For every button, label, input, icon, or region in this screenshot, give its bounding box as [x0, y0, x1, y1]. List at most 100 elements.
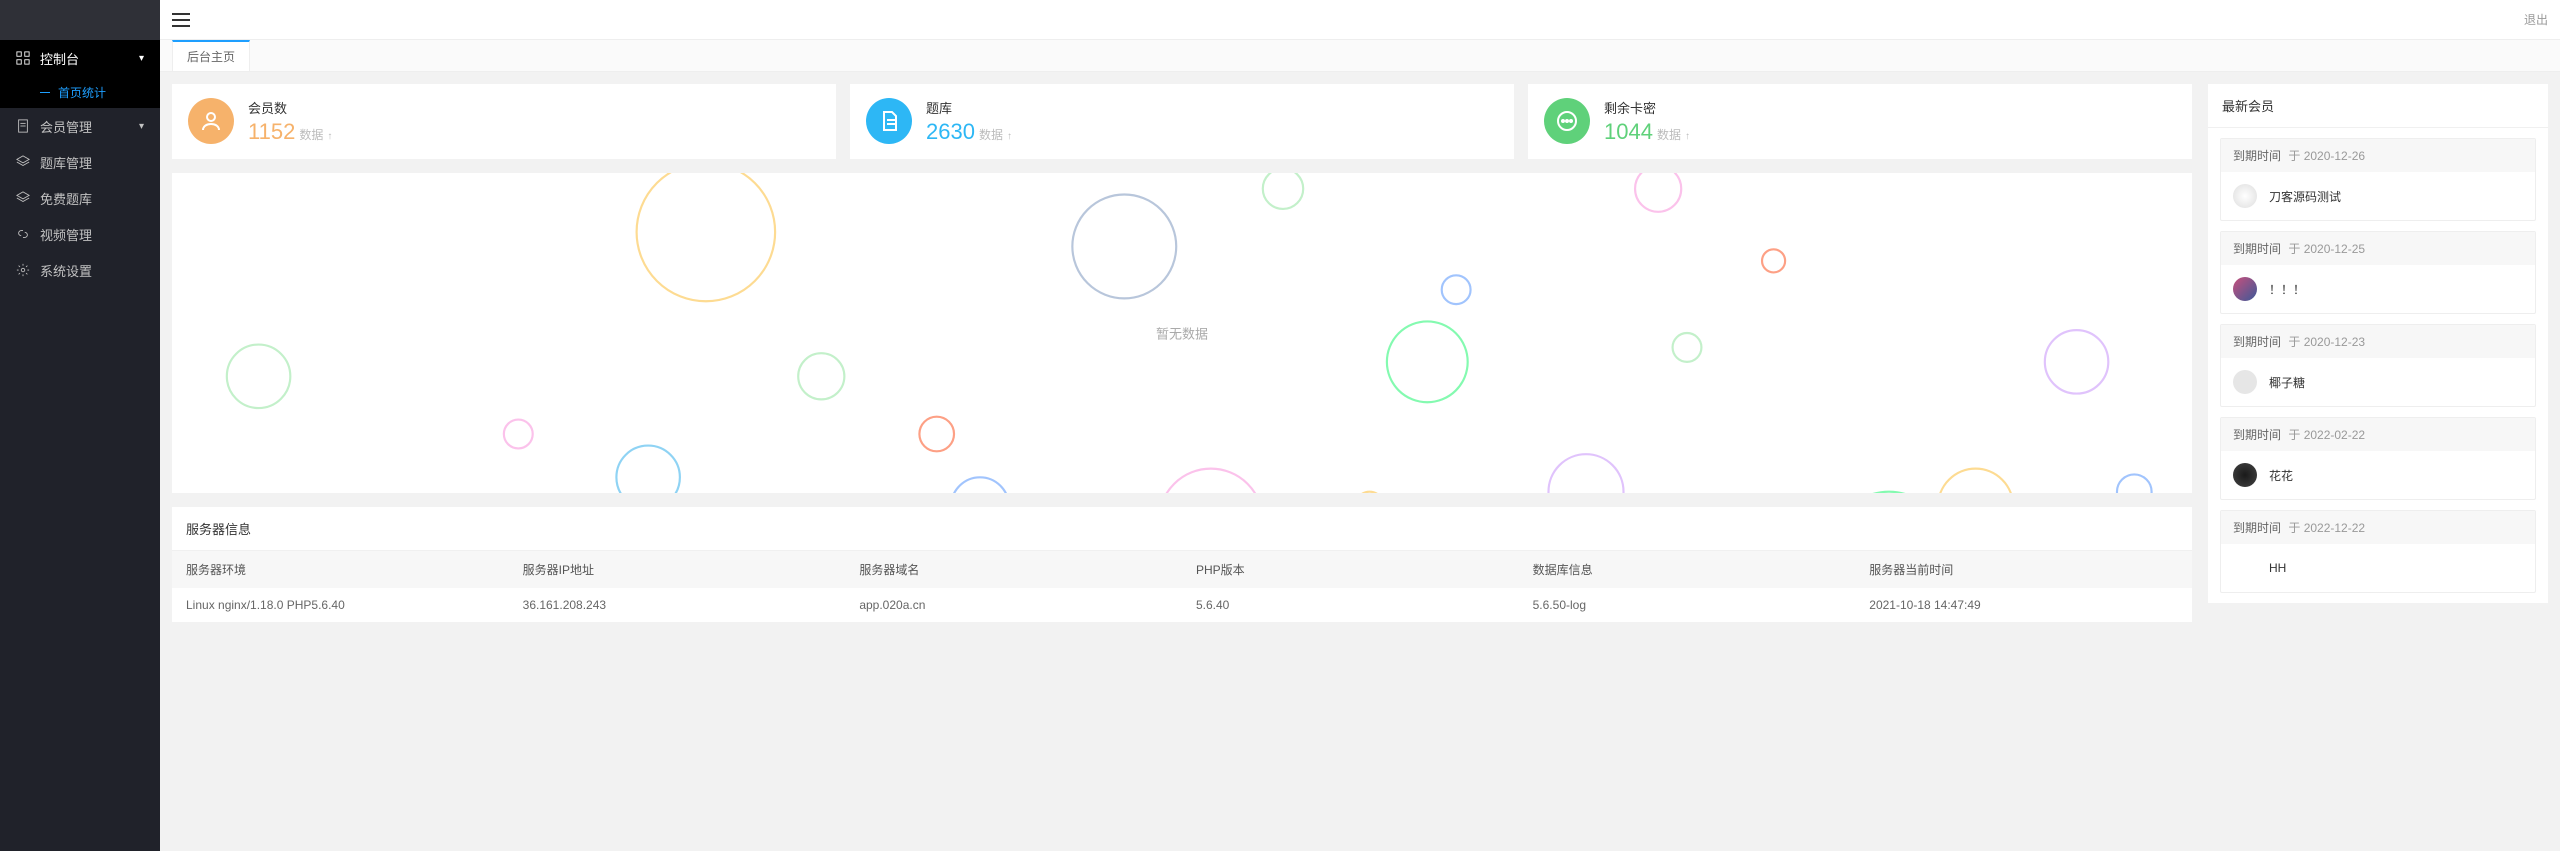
sidebar-item-label: 免费题库	[40, 189, 92, 208]
expire-label: 到期时间	[2233, 521, 2281, 535]
stat-sub: 数据	[979, 126, 1003, 143]
stat-sub: 数据	[1657, 126, 1681, 143]
panel-title: 最新会员	[2208, 84, 2548, 128]
sidebar-item-label: 控制台	[40, 49, 79, 68]
expire-date: 于 2022-02-22	[2288, 428, 2365, 442]
avatar	[2233, 463, 2257, 487]
th: 服务器环境	[172, 551, 509, 588]
stat-value: 1044	[1604, 119, 1653, 145]
arrow-up-icon: ↑	[327, 131, 332, 142]
member-name: ！！！	[2269, 281, 2305, 298]
chart-panel: 暂无数据	[172, 173, 2192, 493]
member-card[interactable]: 到期时间 于 2020-12-23 椰子糖	[2220, 324, 2536, 407]
td: Linux nginx/1.18.0 PHP5.6.40	[172, 588, 509, 622]
expire-date: 于 2020-12-25	[2288, 242, 2365, 256]
stat-card-questions: 题库 2630 数据 ↑	[850, 84, 1514, 159]
chevron-down-icon: ▾	[139, 121, 144, 132]
sidebar-item-question-bank[interactable]: 题库管理	[0, 144, 160, 180]
member-name: 椰子糖	[2269, 374, 2305, 391]
tab-home[interactable]: 后台主页	[172, 40, 250, 71]
chart-empty-text: 暂无数据	[1156, 324, 1208, 343]
th: 服务器IP地址	[509, 551, 846, 588]
member-head: 到期时间 于 2020-12-26	[2221, 139, 2535, 172]
avatar	[2233, 370, 2257, 394]
expire-label: 到期时间	[2233, 428, 2281, 442]
th: 数据库信息	[1519, 551, 1856, 588]
th: 服务器域名	[845, 551, 1182, 588]
sidebar-logo	[0, 0, 160, 40]
member-body: HH	[2221, 544, 2535, 592]
td: 36.161.208.243	[509, 588, 846, 622]
sidebar-item-free-bank[interactable]: 免费题库	[0, 180, 160, 216]
table-row: Linux nginx/1.18.0 PHP5.6.40 36.161.208.…	[172, 588, 2192, 622]
sidebar-item-members[interactable]: 会员管理 ▾	[0, 108, 160, 144]
td: 5.6.40	[1182, 588, 1519, 622]
dash-icon	[40, 92, 50, 93]
member-head: 到期时间 于 2022-02-22	[2221, 418, 2535, 451]
hamburger-icon[interactable]	[172, 13, 190, 27]
stack-icon	[16, 155, 30, 169]
document-icon	[866, 98, 912, 144]
stat-title: 剩余卡密	[1604, 98, 2176, 117]
expire-date: 于 2020-12-26	[2288, 149, 2365, 163]
avatar	[2233, 556, 2257, 580]
grid-icon	[16, 51, 30, 65]
td: app.020a.cn	[845, 588, 1182, 622]
expire-date: 于 2020-12-23	[2288, 335, 2365, 349]
member-card[interactable]: 到期时间 于 2022-12-22 HH	[2220, 510, 2536, 593]
th: PHP版本	[1182, 551, 1519, 588]
sidebar-subitem-home-stats[interactable]: 首页统计	[0, 76, 160, 108]
td: 2021-10-18 14:47:49	[1855, 588, 2192, 622]
gear-icon	[16, 263, 30, 277]
stat-card-cards: 剩余卡密 1044 数据 ↑	[1528, 84, 2192, 159]
doc-icon	[16, 119, 30, 133]
expire-label: 到期时间	[2233, 149, 2281, 163]
expire-label: 到期时间	[2233, 242, 2281, 256]
member-body: 刀客源码测试	[2221, 172, 2535, 220]
server-info-panel: 服务器信息 服务器环境 服务器IP地址 服务器域名 PHP版本 数据库信息 服务…	[172, 507, 2192, 622]
chevron-down-icon: ▾	[139, 53, 144, 64]
stat-title: 题库	[926, 98, 1498, 117]
arrow-up-icon: ↑	[1007, 131, 1012, 142]
member-body: 花花	[2221, 451, 2535, 499]
expire-date: 于 2022-12-22	[2288, 521, 2365, 535]
member-body: ！！！	[2221, 265, 2535, 313]
sidebar-item-video[interactable]: 视频管理	[0, 216, 160, 252]
avatar	[2233, 184, 2257, 208]
logout-link[interactable]: 退出	[2524, 11, 2548, 28]
member-head: 到期时间 于 2022-12-22	[2221, 511, 2535, 544]
stat-sub: 数据	[299, 126, 323, 143]
sidebar-item-label: 视频管理	[40, 225, 92, 244]
member-body: 椰子糖	[2221, 358, 2535, 406]
panel-title: 服务器信息	[172, 507, 2192, 551]
member-head: 到期时间 于 2020-12-23	[2221, 325, 2535, 358]
chat-icon	[1544, 98, 1590, 144]
avatar	[2233, 277, 2257, 301]
member-head: 到期时间 于 2020-12-25	[2221, 232, 2535, 265]
stat-title: 会员数	[248, 98, 820, 117]
th: 服务器当前时间	[1855, 551, 2192, 588]
sidebar-subitem-label: 首页统计	[58, 84, 106, 101]
member-name: HH	[2269, 561, 2286, 575]
sidebar-item-label: 系统设置	[40, 261, 92, 280]
sidebar: 控制台 ▾ 首页统计 会员管理 ▾ 题库管理 免费题库 视频管理 系统设置	[0, 0, 160, 851]
link-icon	[16, 227, 30, 241]
sidebar-item-label: 会员管理	[40, 117, 92, 136]
sidebar-item-settings[interactable]: 系统设置	[0, 252, 160, 288]
stack-icon	[16, 191, 30, 205]
topbar: 退出	[160, 0, 2560, 40]
member-card[interactable]: 到期时间 于 2020-12-26刀客源码测试	[2220, 138, 2536, 221]
arrow-up-icon: ↑	[1685, 131, 1690, 142]
latest-members-panel: 最新会员 到期时间 于 2020-12-26刀客源码测试到期时间 于 2020-…	[2208, 84, 2548, 603]
member-card[interactable]: 到期时间 于 2022-02-22 花花	[2220, 417, 2536, 500]
stat-card-members: 会员数 1152 数据 ↑	[172, 84, 836, 159]
member-name: 花花	[2269, 467, 2293, 484]
sidebar-item-label: 题库管理	[40, 153, 92, 172]
sidebar-item-console[interactable]: 控制台 ▾	[0, 40, 160, 76]
td: 5.6.50-log	[1519, 588, 1856, 622]
stat-value: 1152	[248, 119, 295, 145]
expire-label: 到期时间	[2233, 335, 2281, 349]
stat-value: 2630	[926, 119, 975, 145]
member-card[interactable]: 到期时间 于 2020-12-25 ！！！	[2220, 231, 2536, 314]
tabs: 后台主页	[160, 40, 2560, 72]
